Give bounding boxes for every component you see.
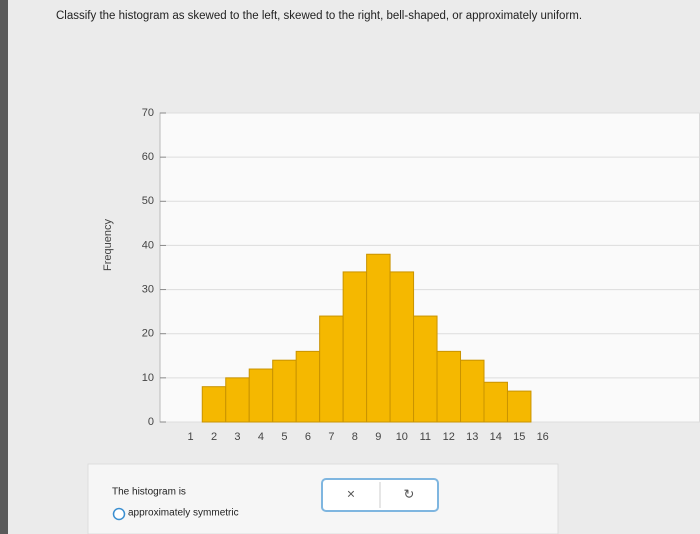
x-tick-label: 4 [258,431,264,443]
answer-choice[interactable]: approximately symmetric [128,508,239,519]
y-tick-label: 70 [142,107,154,119]
radio-button[interactable] [112,507,126,521]
x-tick-label: 16 [537,431,549,443]
question: Classify the histogram as skewed to the … [56,10,582,22]
bar [342,271,368,423]
x-tick-label: 1 [187,431,193,443]
y-tick-label: 40 [142,239,154,251]
bar [225,377,250,423]
bar [483,381,508,423]
answer-prompt: The histogram is [112,487,186,498]
y-tick-label: 60 [142,151,154,163]
y-tick-label: 10 [142,372,154,384]
x-tick-label: 15 [513,431,525,443]
x-tick-label: 12 [443,431,455,443]
x-tick-label: 11 [420,431,431,443]
bar [413,315,438,423]
clear-button[interactable]: × [347,486,355,502]
x-tick-label: 13 [466,431,478,443]
x-tick-label: 6 [305,431,311,443]
bar [506,390,532,423]
bar [201,386,227,423]
bar [272,359,297,423]
y-tick-label: 20 [142,328,154,340]
x-tick-label: 9 [375,431,381,443]
x-tick-label: 8 [352,431,358,443]
bar [319,315,344,423]
bar [248,368,274,423]
bar [295,350,321,423]
bar [366,253,391,423]
y-tick-label: 50 [142,195,154,207]
reset-button[interactable]: ↻ [404,486,415,501]
x-tick-label: 5 [281,431,287,443]
bar [436,350,462,423]
bar [460,359,485,423]
left-edge [0,0,8,534]
x-tick-label: 2 [211,431,217,443]
x-tick-label: 14 [490,431,502,443]
x-tick-label: 3 [234,431,240,443]
y-tick-label: 30 [142,283,154,295]
y-tick-label: 0 [148,416,154,428]
bar [389,271,415,423]
y-axis-label: Frequency [102,219,114,271]
x-tick-label: 7 [328,431,334,443]
x-tick-label: 10 [396,431,408,443]
